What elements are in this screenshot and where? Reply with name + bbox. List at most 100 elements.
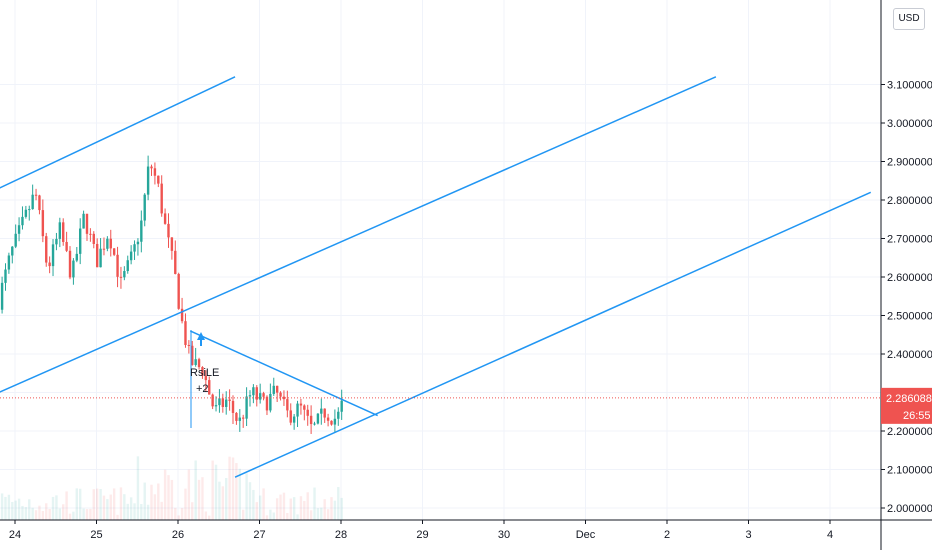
candle-body [330,420,333,425]
y-tick-label: 2.8000000 [887,195,932,207]
trendlines[interactable] [0,76,872,478]
candle-body [299,403,303,406]
volume-bar [72,511,75,520]
candle-body [225,399,228,407]
volume-bar [218,481,221,520]
volume-bar [245,473,248,520]
candle-body [11,246,14,256]
volume-bar [119,487,123,520]
candle-body [252,387,255,396]
volume-bar [299,496,303,520]
trendline[interactable] [0,76,236,189]
candle-body [340,400,343,412]
volume-bar [112,488,116,520]
candle-body [140,220,143,242]
volume-bar [333,500,337,520]
candle-body [242,417,245,419]
candle-body [306,409,309,416]
candle-body [313,423,316,425]
volume-bar [323,499,326,520]
candle-body [167,223,170,238]
candle-body [106,238,109,249]
volume-bar [238,468,242,520]
candle-body [214,405,218,407]
candle-body [129,251,133,261]
candle-body [62,222,65,242]
candle-body [265,396,269,411]
volume-bar [14,500,17,520]
x-tick-label: 30 [498,529,510,541]
volume-bar [242,509,245,520]
candle-body [109,238,112,249]
volume-bar [228,456,231,520]
volume-bar [204,511,208,520]
x-tick-label: 2 [664,529,670,541]
volume-bar [28,499,31,520]
volume-bar [255,502,258,520]
candle-body [262,393,265,397]
volume-bar [330,497,333,520]
candle-body [136,241,140,245]
last-price-value: 2.2860883 [886,393,932,405]
strategy-name-label: RsiLE [190,367,219,379]
volume-bar [211,460,214,520]
y-tick-label: 2.6000000 [887,272,932,284]
candle-body [14,233,17,247]
signal-arrow-icon [197,332,205,346]
volume-bar [262,488,265,520]
volume-bar [31,507,34,520]
candle-body [4,269,7,283]
candle-body [204,375,208,381]
candle-body [238,417,242,421]
y-tick-label: 2.9000000 [887,157,932,169]
volume-bar [292,497,296,520]
candle-body [143,194,146,221]
volume-bar [89,508,92,520]
volume-bar [231,457,235,520]
candle-body [272,385,275,394]
x-tick-label: 27 [253,529,265,541]
candle-body [323,408,326,418]
volume-bar [136,456,140,520]
candle-body [245,396,248,419]
trendline[interactable] [189,330,378,417]
candle-body [177,273,180,309]
candle-body [45,236,48,263]
candle-body [231,400,235,413]
candle-body [24,209,28,217]
price-scale[interactable]: 3.1000000 3.0000000 2.9000000 2.8000000 2.70… [881,80,932,516]
candlestick-series [0,155,343,434]
volume-bars [0,456,343,520]
candle-body [174,250,177,274]
candle-body [41,210,45,237]
x-tick-label: 4 [827,529,833,541]
time-scale[interactable]: 24 25 26 27 28 29 30 Dec 2 3 4 [9,520,833,541]
last-price-badge [881,387,932,424]
volume-bar [221,486,225,520]
candle-body [48,262,51,267]
volume-bar [85,509,89,520]
trendline[interactable] [0,76,717,393]
y-tick-label: 2.1000000 [887,465,932,477]
candle-body [279,392,282,397]
volume-bar [126,503,129,520]
candle-body [316,413,320,424]
currency-selector[interactable]: USD [893,8,925,30]
y-tick-label: 2.0000000 [887,503,932,515]
candle-body [92,233,95,244]
candle-body [160,183,163,214]
candle-body [235,412,238,421]
candle-body [303,405,306,410]
volume-bar [109,494,112,520]
volume-bar [235,463,238,520]
volume-bar [163,469,167,520]
volume-bar [337,487,340,520]
x-tick-label: 26 [172,529,184,541]
candle-body [326,417,330,421]
candle-body [211,394,214,407]
candle-body [258,393,262,400]
volume-bar [326,509,330,520]
volume-bar [167,475,170,520]
trendline[interactable] [234,191,872,478]
